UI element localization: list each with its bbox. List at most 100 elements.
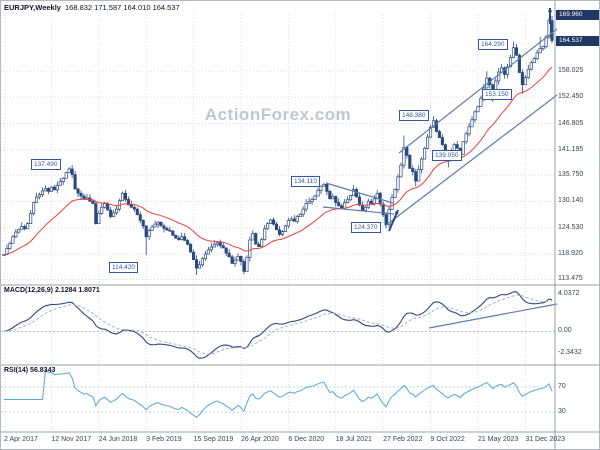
candle-body: [103, 203, 107, 208]
macd-line: [3, 291, 553, 359]
candle-body: [37, 194, 42, 198]
candle-body: [411, 168, 415, 173]
candle-body: [508, 57, 513, 68]
candle-body: [180, 236, 184, 240]
candle-body: [135, 208, 139, 216]
candle-body: [112, 212, 116, 217]
candle-body: [349, 195, 353, 201]
candle-body: [357, 196, 362, 206]
time-axis-label: 26 Apr 2020: [240, 436, 279, 443]
candle-body: [14, 231, 18, 238]
macd-axis-tick: 4.0372: [558, 290, 580, 298]
candle-body: [307, 201, 311, 204]
candle-body: [97, 213, 101, 225]
price-axis-tick: 130.140: [558, 197, 584, 205]
candle-body: [354, 189, 359, 198]
time-axis-label: 12 Nov 2017: [51, 436, 92, 443]
candle-body: [541, 45, 545, 50]
candle-body: [200, 258, 205, 266]
time-axis-label: 18 Jul 2021: [335, 436, 372, 443]
candle-body: [49, 186, 53, 192]
candle-body: [431, 120, 436, 128]
candle-body: [239, 256, 243, 262]
price-axis-tick: 135.750: [558, 171, 584, 179]
candle-body: [254, 233, 258, 245]
price-axis-tick: 141.195: [558, 145, 584, 153]
candle-body: [5, 248, 9, 255]
candle-body: [514, 47, 519, 56]
candle-body: [464, 133, 468, 143]
candle-body: [40, 190, 45, 195]
price-axis-tick: 158.025: [558, 67, 584, 75]
price-axis-tick: 152.450: [558, 93, 584, 101]
candle-body: [29, 213, 33, 225]
candle-body: [64, 172, 68, 179]
candle-body: [322, 184, 326, 187]
candle-body: [313, 195, 317, 200]
candle-body: [274, 223, 279, 231]
candle-body: [272, 219, 276, 225]
candle-body: [506, 66, 510, 75]
candle-body: [32, 202, 36, 214]
candle-body: [23, 226, 27, 230]
candle-body: [257, 243, 261, 247]
candle-body: [120, 192, 125, 202]
candle-body: [461, 141, 465, 155]
rsi-axis-tick: 70: [558, 382, 566, 390]
candle-body: [197, 264, 202, 269]
macd-axis-tick: 0.00: [558, 327, 572, 335]
candle-body: [366, 200, 370, 208]
candle-body: [280, 231, 284, 235]
candle-body: [126, 198, 130, 206]
candle-body: [319, 185, 323, 191]
time-axis-label: 3 Feb 2019: [146, 436, 182, 443]
candle-body: [399, 164, 403, 178]
candle-body: [79, 192, 83, 197]
candle-body: [138, 214, 142, 221]
candle-body: [144, 225, 148, 238]
candle-body: [76, 188, 80, 194]
candle-body: [171, 230, 175, 236]
candle-body: [266, 223, 270, 230]
candle-body: [369, 200, 373, 204]
candle-body: [470, 119, 474, 128]
candle-body: [434, 120, 439, 132]
candle-body: [245, 256, 249, 272]
trendline: [398, 28, 558, 154]
candle-body: [192, 251, 196, 261]
candle-body: [174, 234, 178, 239]
candle-body: [242, 261, 246, 272]
rsi-line: [4, 369, 553, 418]
candle-body: [340, 205, 344, 209]
candle-body: [473, 111, 477, 121]
macd-signal-line: [3, 294, 553, 355]
macd-axis-tick: -2.3432: [558, 349, 582, 357]
watermark: ActionForex.com: [204, 105, 352, 124]
candle-body: [123, 192, 127, 200]
candle-body: [147, 230, 151, 238]
candle-body: [325, 184, 329, 192]
time-axis-label: 31 Dec 2023: [525, 436, 566, 443]
time-axis-label: 9 Oct 2022: [430, 436, 465, 443]
time-axis-label: 27 Feb 2022: [383, 436, 423, 443]
candle-body: [393, 189, 397, 198]
candle-body: [58, 181, 62, 186]
candle-body: [67, 168, 71, 174]
candle-body: [316, 190, 320, 197]
candle-body: [269, 219, 273, 225]
candle-body: [423, 147, 427, 160]
candle-body: [289, 218, 293, 221]
candle-body: [73, 174, 77, 190]
candle-body: [414, 171, 418, 182]
candle-body: [168, 229, 172, 232]
candle-body: [11, 236, 15, 244]
trendline: [322, 206, 395, 215]
candle-body: [520, 72, 524, 86]
candle-body: [260, 239, 264, 247]
price-annotation: 139.050: [432, 150, 462, 161]
candle-body: [177, 237, 181, 240]
price-annotation: 134.110: [291, 176, 321, 187]
candle-body: [455, 144, 459, 149]
candle-body: [183, 236, 187, 241]
